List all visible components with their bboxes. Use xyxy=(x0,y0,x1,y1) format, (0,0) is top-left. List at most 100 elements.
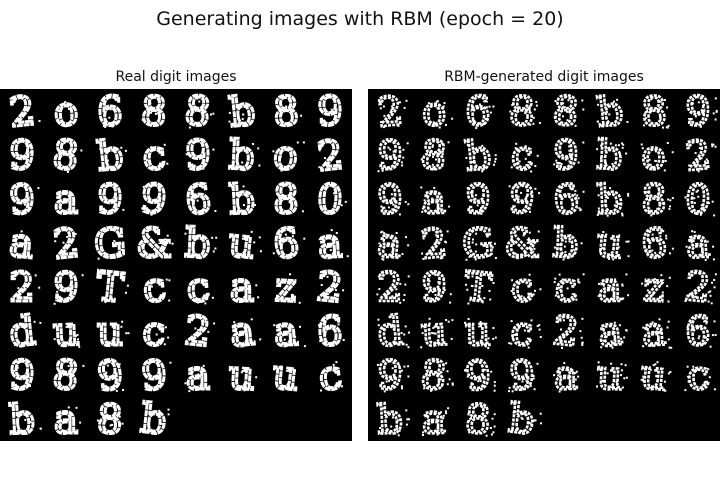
svg-text:T: T xyxy=(94,264,126,313)
svg-text:9: 9 xyxy=(376,352,404,399)
svg-text:b: b xyxy=(376,396,404,441)
svg-text:u: u xyxy=(52,308,80,355)
svg-text:0: 0 xyxy=(316,176,344,223)
svg-text:8: 8 xyxy=(419,352,449,400)
digit-image-tile: & xyxy=(135,220,174,269)
real-images-title: Real digit images xyxy=(115,69,237,85)
svg-text:2: 2 xyxy=(9,265,34,311)
digit-image-tile: & xyxy=(503,220,541,269)
svg-text:9: 9 xyxy=(139,176,169,224)
digit-image-tile: 8 xyxy=(639,89,670,137)
digit-image-tile: 8 xyxy=(463,395,496,441)
svg-text:a: a xyxy=(186,353,210,399)
svg-text:c: c xyxy=(509,264,536,312)
digit-image-tile: 8 xyxy=(49,350,85,401)
digit-image-tile: 9 xyxy=(6,351,37,401)
svg-text:o: o xyxy=(271,132,300,180)
digit-image-tile: b xyxy=(227,175,258,225)
svg-text:G: G xyxy=(461,220,495,268)
svg-text:8: 8 xyxy=(419,132,449,180)
digit-image-tile: 8 xyxy=(138,89,169,137)
svg-text:z: z xyxy=(274,264,297,311)
svg-text:o: o xyxy=(421,89,447,136)
digit-image-tile: 9 xyxy=(375,175,410,225)
svg-text:8: 8 xyxy=(551,89,581,136)
digit-image-tile: z xyxy=(641,263,671,313)
digit-image-tile: c xyxy=(315,351,345,402)
digit-image-tile: 2 xyxy=(6,89,41,138)
svg-text:u: u xyxy=(420,308,448,355)
digit-image-tile: 8 xyxy=(640,176,674,224)
svg-text:d: d xyxy=(7,308,37,356)
digit-image-tile: G xyxy=(460,219,497,269)
svg-text:6: 6 xyxy=(271,220,301,268)
digit-image-tile: a xyxy=(640,307,673,357)
digit-image-tile: c xyxy=(507,263,542,314)
svg-text:2: 2 xyxy=(419,220,449,268)
digit-image-tile: b xyxy=(226,131,261,181)
svg-text:a: a xyxy=(422,177,446,223)
digit-image-tile: b xyxy=(182,219,218,269)
svg-text:z: z xyxy=(642,264,665,311)
digit-image-tile: 9 xyxy=(552,132,585,180)
digit-image-tile: u xyxy=(96,308,130,357)
digit-image-tile: u xyxy=(419,307,454,357)
svg-text:b: b xyxy=(552,220,580,267)
svg-text:2: 2 xyxy=(377,265,402,311)
svg-text:c: c xyxy=(141,264,168,312)
svg-text:a: a xyxy=(598,265,622,311)
digit-image-tile: b xyxy=(551,219,583,269)
digit-image-tile: 9 xyxy=(50,263,84,313)
digit-image-tile: c xyxy=(552,263,585,313)
digit-image-tile: 9 xyxy=(94,175,125,225)
svg-text:c: c xyxy=(142,133,167,180)
digit-image-tile: 6 xyxy=(270,218,306,270)
digit-image-tile: a xyxy=(229,264,260,313)
svg-text:8: 8 xyxy=(96,396,124,441)
digit-image-tile: 9 xyxy=(507,351,539,401)
digit-image-tile: 2 xyxy=(681,262,717,313)
svg-text:c: c xyxy=(186,265,211,312)
svg-text:8: 8 xyxy=(641,177,666,223)
svg-text:8: 8 xyxy=(508,89,536,136)
svg-text:u: u xyxy=(97,309,123,355)
svg-text:a: a xyxy=(685,221,711,268)
digit-image-tile: a xyxy=(420,176,451,224)
svg-text:c: c xyxy=(554,265,579,312)
digit-image-tile: 9 xyxy=(139,351,172,401)
digit-image-tile: a xyxy=(316,219,349,269)
svg-text:b: b xyxy=(595,89,625,136)
svg-text:2: 2 xyxy=(375,89,405,136)
svg-text:a: a xyxy=(554,353,578,399)
digit-image-tile: 9 xyxy=(6,131,37,181)
digit-image-tile: o xyxy=(420,89,454,137)
digit-image-tile: u xyxy=(226,351,257,401)
digit-image-tile: b xyxy=(7,395,42,441)
digit-image-tile: a xyxy=(184,352,211,401)
svg-text:c: c xyxy=(317,352,344,400)
digit-image-tile: 9 xyxy=(137,174,170,225)
digit-image-tile: 8 xyxy=(49,130,83,181)
figure-title: Generating images with RBM (epoch = 20) xyxy=(156,8,564,30)
svg-text:a: a xyxy=(596,308,625,356)
svg-text:a: a xyxy=(54,177,78,223)
digit-image-tile: d xyxy=(374,307,410,358)
svg-text:2: 2 xyxy=(683,264,713,312)
svg-text:b: b xyxy=(8,396,36,441)
digit-image-tile: 8 xyxy=(417,130,450,181)
digit-image-tile: u xyxy=(51,307,82,357)
digit-image-tile: 9 xyxy=(463,175,493,225)
svg-text:c: c xyxy=(141,308,166,355)
svg-text:a: a xyxy=(641,309,667,356)
digit-image-tile: a xyxy=(53,396,82,441)
svg-text:u: u xyxy=(594,220,624,268)
digit-image-tile: 8 xyxy=(94,395,125,441)
svg-text:u: u xyxy=(465,309,491,355)
svg-text:8: 8 xyxy=(51,352,81,400)
svg-text:a: a xyxy=(273,309,299,356)
svg-text:6: 6 xyxy=(465,89,490,135)
svg-text:b: b xyxy=(596,176,624,223)
svg-text:6: 6 xyxy=(317,309,342,355)
